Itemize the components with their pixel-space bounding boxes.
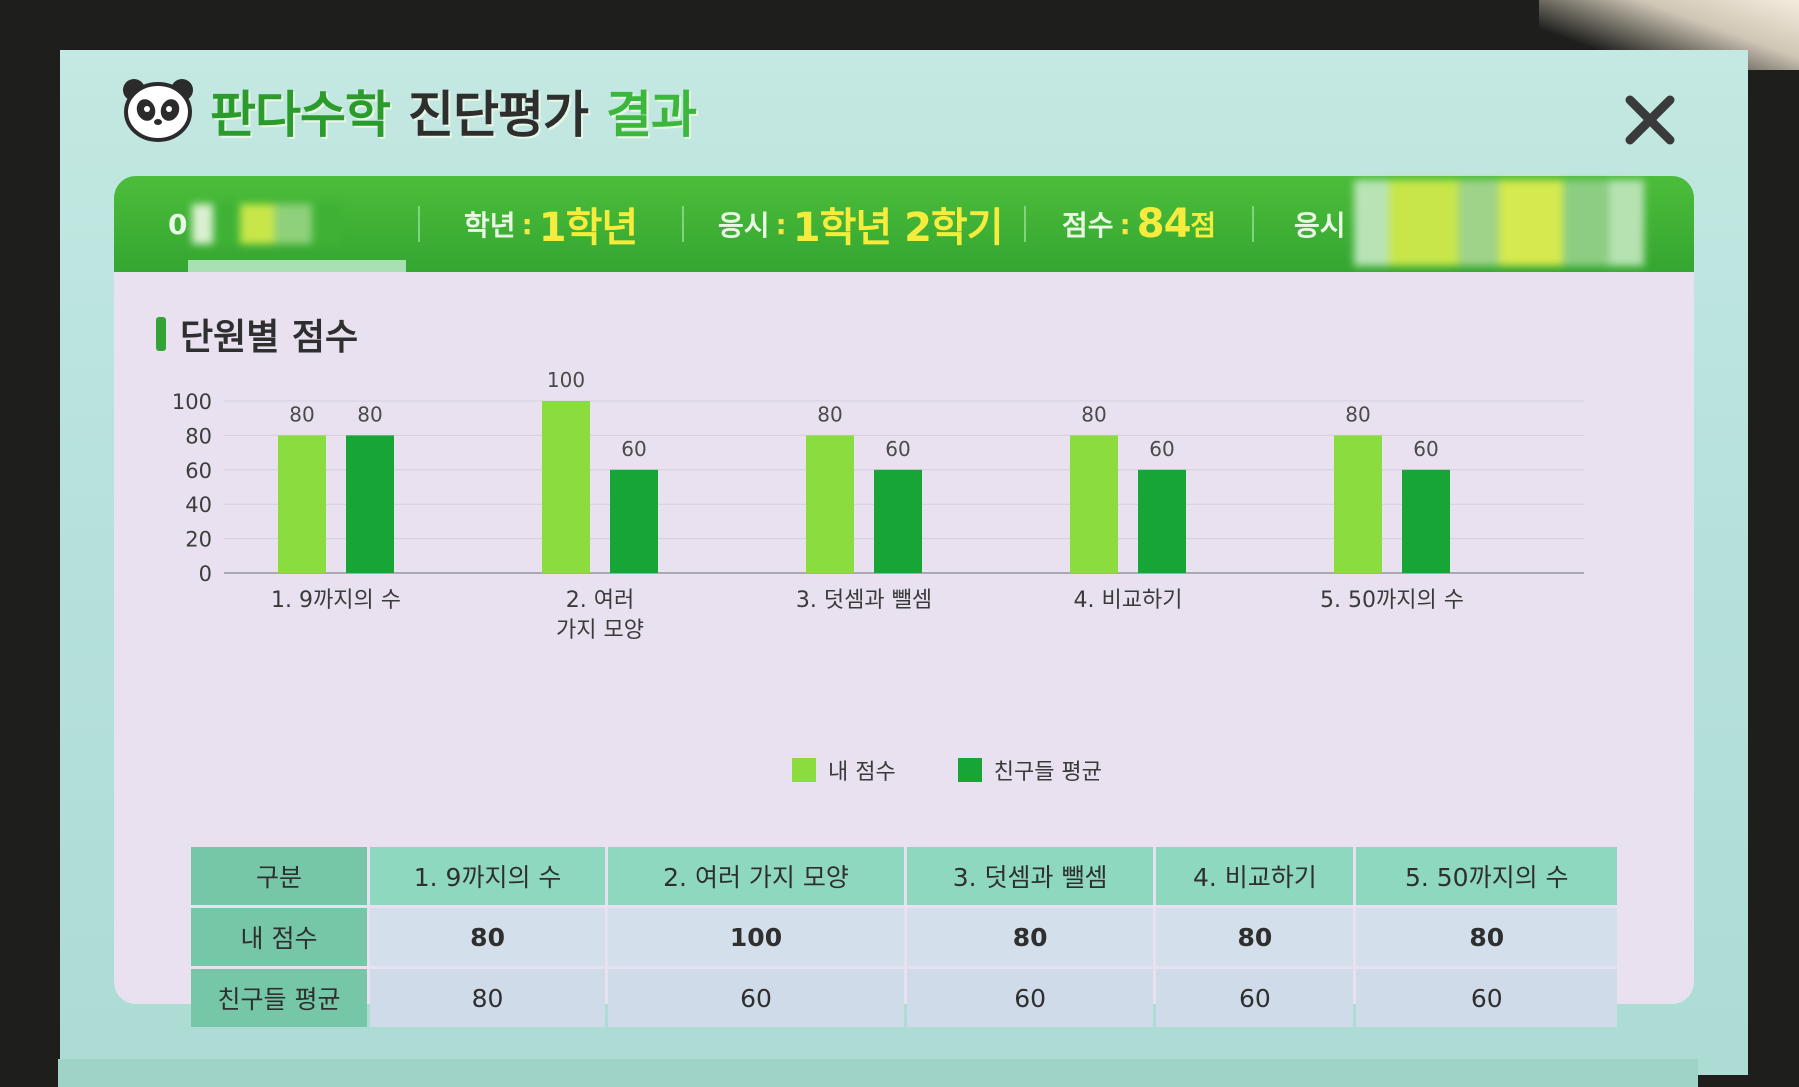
score-label: 점수 bbox=[1062, 209, 1114, 242]
y-tick-label: 100 bbox=[172, 390, 212, 414]
name-partial: 0 bbox=[168, 207, 188, 241]
bar-value-label: 80 bbox=[817, 402, 842, 426]
date-label-partial: 응시 bbox=[1294, 209, 1346, 242]
x-category-label: 4. 비교하기 bbox=[1074, 588, 1183, 613]
table-column-header: 1. 9까지의 수 bbox=[370, 847, 606, 905]
bar-value-label: 80 bbox=[1081, 402, 1106, 426]
title-result: 결과 bbox=[606, 86, 697, 144]
info-grade: 학년 : 1학년 bbox=[464, 176, 638, 272]
bar-value-label: 60 bbox=[621, 437, 646, 461]
info-name: 0 bbox=[168, 176, 342, 272]
bar-friends-avg bbox=[1138, 469, 1186, 573]
y-tick-label: 40 bbox=[185, 493, 212, 517]
table-cell: 60 bbox=[1156, 969, 1354, 1027]
x-category-label: 5. 50까지의 수 bbox=[1320, 588, 1464, 613]
info-divider bbox=[1024, 206, 1026, 242]
bar-my-score bbox=[542, 401, 590, 573]
table-cell: 60 bbox=[906, 969, 1154, 1027]
info-exam: 응시 : 1학년 2학기 bbox=[718, 176, 1004, 272]
section-heading-bar bbox=[156, 317, 166, 351]
app-screen: 판다수학 진단평가 결과 0 학년 : 1학년 응시 : 1학년 2학기 점수 … bbox=[60, 50, 1748, 1075]
score-colon: : bbox=[1119, 207, 1131, 241]
score-value: 84 bbox=[1136, 201, 1192, 247]
bar-value-label: 100 bbox=[547, 368, 585, 392]
legend-item-mine: 내 점수 bbox=[792, 754, 896, 786]
table-column-header: 3. 덧셈과 뺄셈 bbox=[906, 847, 1154, 905]
section-heading-text: 단원별 점수 bbox=[180, 317, 359, 358]
bar-value-label: 80 bbox=[289, 402, 314, 426]
legend-swatch-mine bbox=[792, 758, 816, 782]
exam-colon: : bbox=[775, 207, 787, 241]
table-row-friends-avg: 친구들 평균 80 60 60 60 60 bbox=[191, 969, 1617, 1027]
exam-value: 1학년 2학기 bbox=[792, 205, 1004, 251]
table-row-my-score: 내 점수 80 100 80 80 80 bbox=[191, 908, 1617, 966]
info-divider bbox=[1252, 206, 1254, 242]
x-category-label: 2. 여러 bbox=[566, 588, 634, 613]
page-title: 판다수학 진단평가 결과 bbox=[210, 76, 697, 146]
grade-colon: : bbox=[521, 207, 533, 241]
x-category-label: 1. 9까지의 수 bbox=[271, 588, 401, 613]
y-tick-label: 60 bbox=[185, 459, 212, 483]
bar-friends-avg bbox=[1402, 469, 1450, 573]
table-cell: 100 bbox=[608, 908, 904, 966]
x-category-label: 3. 덧셈과 뺄셈 bbox=[796, 588, 932, 613]
table-column-header: 5. 50까지의 수 bbox=[1356, 847, 1617, 905]
title-brand: 판다수학 bbox=[210, 86, 391, 144]
table-cell: 80 bbox=[1156, 908, 1354, 966]
y-tick-label: 0 bbox=[199, 562, 212, 586]
student-info-bar: 0 학년 : 1학년 응시 : 1학년 2학기 점수 : 84 점 응시 bbox=[114, 176, 1694, 272]
grade-label: 학년 bbox=[464, 209, 516, 242]
bar-friends-avg bbox=[346, 435, 394, 573]
table-column-header: 2. 여러 가지 모양 bbox=[608, 847, 904, 905]
table-cell: 80 bbox=[906, 908, 1154, 966]
legend-swatch-avg bbox=[957, 758, 982, 782]
info-date: 응시 bbox=[1294, 176, 1346, 272]
legend-item-avg: 친구들 평균 bbox=[957, 754, 1102, 786]
info-divider bbox=[682, 206, 684, 242]
table-corner-cell: 구분 bbox=[191, 847, 367, 905]
bar-my-score bbox=[1070, 435, 1118, 573]
x-category-label: 가지 모양 bbox=[556, 618, 644, 643]
info-score: 점수 : 84 점 bbox=[1062, 176, 1216, 272]
score-table: 구분 1. 9까지의 수 2. 여러 가지 모양 3. 덧셈과 뺄셈 4. 비교… bbox=[188, 844, 1620, 1030]
bar-value-label: 80 bbox=[357, 402, 382, 426]
table-cell: 80 bbox=[1356, 908, 1617, 966]
bar-value-label: 60 bbox=[885, 437, 910, 461]
y-tick-label: 80 bbox=[185, 424, 212, 448]
bar-my-score bbox=[1334, 435, 1382, 573]
results-panel: 단원별 점수 0 20 40 60 80 100 80 80 1. 9까지의 수 100 60 2. … bbox=[114, 272, 1694, 1027]
exam-label: 응시 bbox=[718, 209, 770, 242]
active-tab-indicator bbox=[188, 260, 406, 274]
table-cell: 60 bbox=[608, 969, 904, 1027]
bar-value-label: 60 bbox=[1413, 437, 1438, 461]
name-redacted bbox=[192, 204, 342, 244]
grade-value: 1학년 bbox=[538, 205, 638, 251]
y-tick-label: 20 bbox=[185, 528, 212, 552]
legend-label-avg: 친구들 평균 bbox=[993, 760, 1102, 785]
table-row-label: 친구들 평균 bbox=[191, 969, 367, 1027]
table-cell: 80 bbox=[370, 969, 606, 1027]
table-header-row: 구분 1. 9까지의 수 2. 여러 가지 모양 3. 덧셈과 뺄셈 4. 비교… bbox=[191, 847, 1617, 905]
table-cell: 60 bbox=[1356, 969, 1617, 1027]
info-divider bbox=[418, 206, 420, 242]
section-heading: 단원별 점수 bbox=[156, 308, 358, 360]
bar-my-score bbox=[806, 435, 854, 573]
bar-my-score bbox=[278, 435, 326, 573]
screen-bottom-band bbox=[58, 1059, 1698, 1087]
chart-legend: 내 점수 친구들 평균 bbox=[792, 754, 1102, 786]
bar-friends-avg bbox=[610, 469, 658, 573]
table-row-label: 내 점수 bbox=[191, 908, 367, 966]
bar-value-label: 80 bbox=[1345, 402, 1370, 426]
score-unit: 점 bbox=[1190, 209, 1217, 242]
date-redacted bbox=[1354, 180, 1644, 266]
table-cell: 80 bbox=[370, 908, 606, 966]
title-diagnosis: 진단평가 bbox=[408, 86, 589, 144]
legend-label-mine: 내 점수 bbox=[828, 760, 896, 785]
close-icon[interactable] bbox=[1622, 92, 1678, 148]
table-column-header: 4. 비교하기 bbox=[1156, 847, 1354, 905]
bar-value-label: 60 bbox=[1149, 437, 1174, 461]
bar-friends-avg bbox=[874, 469, 922, 573]
panda-logo-icon bbox=[123, 79, 193, 142]
